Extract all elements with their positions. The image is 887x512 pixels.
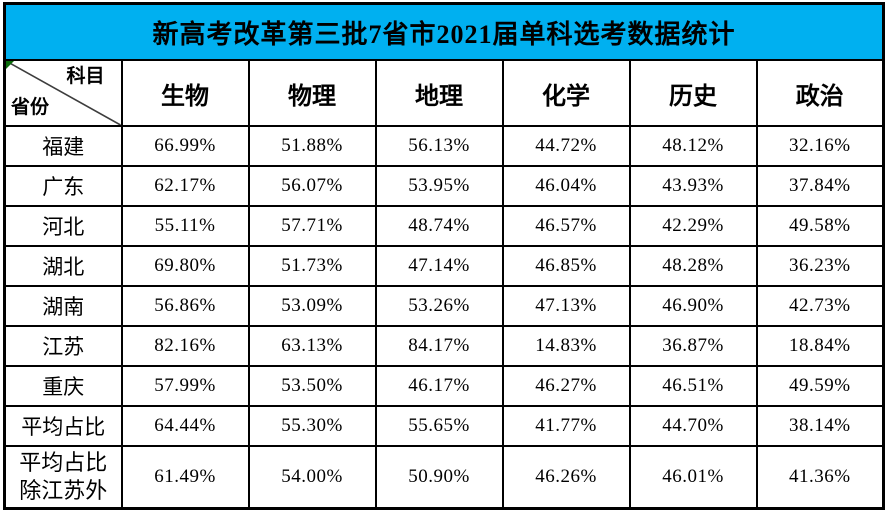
table-cell: 53.50%	[247, 365, 377, 407]
table-cell: 14.83%	[501, 325, 631, 367]
table-cell: 36.23%	[755, 245, 885, 287]
table-cell: 56.86%	[120, 285, 250, 327]
diagonal-line	[6, 61, 121, 125]
table-cell: 84.17%	[374, 325, 504, 367]
table-cell: 57.99%	[120, 365, 250, 407]
table-cell: 46.17%	[374, 365, 504, 407]
table-cell: 57.71%	[247, 205, 377, 247]
table-cell: 43.93%	[628, 165, 758, 207]
row-label: 广东	[3, 165, 123, 207]
table-row-jiangsu: 江苏 82.16% 63.13% 84.17% 14.83% 36.87% 18…	[3, 325, 885, 367]
table-cell: 46.27%	[501, 365, 631, 407]
table-cell: 66.99%	[120, 125, 250, 167]
col-header-politics: 政治	[755, 59, 885, 127]
table-cell: 46.26%	[501, 445, 631, 509]
table-cell: 62.17%	[120, 165, 250, 207]
table-cell: 48.28%	[628, 245, 758, 287]
table-cell: 63.13%	[247, 325, 377, 367]
row-label: 福建	[3, 125, 123, 167]
table-cell: 51.73%	[247, 245, 377, 287]
table-cell: 47.13%	[501, 285, 631, 327]
table-cell: 46.85%	[501, 245, 631, 287]
col-header-geography: 地理	[374, 59, 504, 127]
table-title: 新高考改革第三批7省市2021届单科选考数据统计	[3, 2, 885, 61]
table-cell: 46.01%	[628, 445, 758, 509]
table-cell: 61.49%	[120, 445, 250, 509]
row-label: 湖北	[3, 245, 123, 287]
table-cell: 55.30%	[247, 405, 377, 447]
row-label: 湖南	[3, 285, 123, 327]
table-row-hubei: 湖北 69.80% 51.73% 47.14% 46.85% 48.28% 36…	[3, 245, 885, 287]
row-label: 平均占比 除江苏外	[3, 445, 123, 509]
cell-flag-triangle-icon	[6, 62, 14, 69]
table-cell: 48.12%	[628, 125, 758, 167]
table-cell: 41.77%	[501, 405, 631, 447]
col-header-history: 历史	[628, 59, 758, 127]
row-label: 河北	[3, 205, 123, 247]
table-cell: 64.44%	[120, 405, 250, 447]
table-cell: 36.87%	[628, 325, 758, 367]
table-row-guangdong: 广东 62.17% 56.07% 53.95% 46.04% 43.93% 37…	[3, 165, 885, 207]
table-row-average: 平均占比 64.44% 55.30% 55.65% 41.77% 44.70% …	[3, 405, 885, 447]
table-cell: 44.72%	[501, 125, 631, 167]
col-header-chemistry: 化学	[501, 59, 631, 127]
row-label-line2: 除江苏外	[19, 477, 108, 503]
table-cell: 38.14%	[755, 405, 885, 447]
header-row: 科目 省份 生物 物理 地理 化学 历史 政治	[3, 59, 885, 127]
table-cell: 44.70%	[628, 405, 758, 447]
corner-label-subject: 科目	[66, 66, 105, 87]
table-row-chongqing: 重庆 57.99% 53.50% 46.17% 46.27% 46.51% 49…	[3, 365, 885, 407]
row-label: 江苏	[3, 325, 123, 367]
row-label: 平均占比	[3, 405, 123, 447]
table-row-hunan: 湖南 56.86% 53.09% 53.26% 47.13% 46.90% 42…	[3, 285, 885, 327]
table-cell: 54.00%	[247, 445, 377, 509]
col-header-biology: 生物	[120, 59, 250, 127]
table-cell: 55.65%	[374, 405, 504, 447]
table-cell: 42.29%	[628, 205, 758, 247]
table-cell: 53.09%	[247, 285, 377, 327]
table-cell: 49.58%	[755, 205, 885, 247]
title-row: 新高考改革第三批7省市2021届单科选考数据统计	[3, 2, 885, 61]
table-cell: 32.16%	[755, 125, 885, 167]
table-cell: 49.59%	[755, 365, 885, 407]
table-cell: 18.84%	[755, 325, 885, 367]
table-cell: 42.73%	[755, 285, 885, 327]
table-cell: 46.04%	[501, 165, 631, 207]
table-cell: 37.84%	[755, 165, 885, 207]
table-cell: 53.26%	[374, 285, 504, 327]
corner-label-province: 省份	[11, 97, 50, 118]
table-cell: 56.13%	[374, 125, 504, 167]
table-cell: 82.16%	[120, 325, 250, 367]
table-cell: 46.51%	[628, 365, 758, 407]
table-row-hebei: 河北 55.11% 57.71% 48.74% 46.57% 42.29% 49…	[3, 205, 885, 247]
table-cell: 53.95%	[374, 165, 504, 207]
table-cell: 55.11%	[120, 205, 250, 247]
corner-header-cell: 科目 省份	[3, 59, 123, 127]
table-cell: 56.07%	[247, 165, 377, 207]
table-cell: 46.90%	[628, 285, 758, 327]
table-cell: 50.90%	[374, 445, 504, 509]
table-cell: 48.74%	[374, 205, 504, 247]
col-header-physics: 物理	[247, 59, 377, 127]
exam-statistics-table: 新高考改革第三批7省市2021届单科选考数据统计 科目 省份 生物 物理 地理 …	[3, 2, 886, 510]
row-label-line1: 平均占比	[19, 450, 108, 476]
table-row-fujian: 福建 66.99% 51.88% 56.13% 44.72% 48.12% 32…	[3, 125, 885, 167]
table-row-average-excl-jiangsu: 平均占比 除江苏外 61.49% 54.00% 50.90% 46.26% 46…	[3, 445, 885, 509]
row-label: 重庆	[3, 365, 123, 407]
table-cell: 51.88%	[247, 125, 377, 167]
table-cell: 41.36%	[755, 445, 885, 509]
table-cell: 69.80%	[120, 245, 250, 287]
table-cell: 46.57%	[501, 205, 631, 247]
table-cell: 47.14%	[374, 245, 504, 287]
